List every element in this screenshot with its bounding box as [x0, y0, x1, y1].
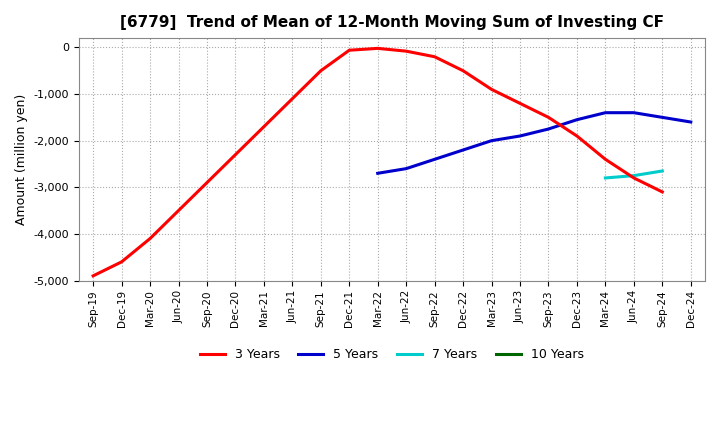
Title: [6779]  Trend of Mean of 12-Month Moving Sum of Investing CF: [6779] Trend of Mean of 12-Month Moving …: [120, 15, 664, 30]
Legend: 3 Years, 5 Years, 7 Years, 10 Years: 3 Years, 5 Years, 7 Years, 10 Years: [194, 343, 589, 367]
Y-axis label: Amount (million yen): Amount (million yen): [15, 94, 28, 225]
